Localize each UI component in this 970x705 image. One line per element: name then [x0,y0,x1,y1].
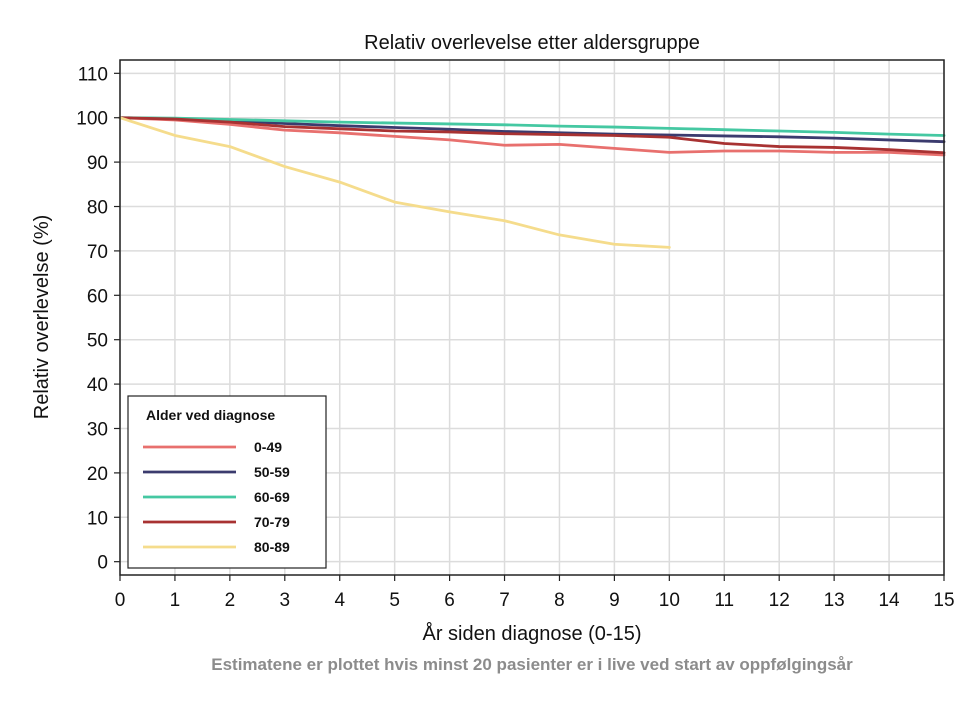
y-tick-label: 30 [87,419,108,440]
series-lines [118,116,946,249]
legend-label-80-89: 80-89 [254,539,290,555]
legend-label-60-69: 60-69 [254,489,290,505]
y-axis-label: Relativ overlevelse (%) [31,215,53,420]
x-tick-label: 7 [499,590,510,611]
x-tick-label: 0 [115,590,126,611]
x-tick-label: 6 [444,590,455,611]
y-tick-label: 40 [87,375,108,396]
legend-title: Alder ved diagnose [146,407,275,423]
x-tick-label: 12 [769,590,790,611]
series-line-50-59 [118,116,946,144]
x-tick-label: 11 [714,590,734,611]
y-tick-label: 80 [87,198,108,219]
y-tick-label: 10 [87,508,108,529]
series-line-70-79 [118,116,946,155]
footnote: Estimatene er plottet hvis minst 20 pasi… [211,655,853,674]
x-tick-label: 13 [824,590,845,611]
legend-label-50-59: 50-59 [254,464,290,480]
x-tick-label: 2 [225,590,236,611]
legend-label-70-79: 70-79 [254,514,290,530]
x-tick-label: 5 [389,590,400,611]
x-tick-label: 15 [933,590,954,611]
series-line-60-69 [118,116,946,137]
y-tick-label: 50 [87,331,108,352]
x-tick-label: 4 [334,590,345,611]
chart-title: Relativ overlevelse etter aldersgruppe [364,32,700,54]
x-tick-label: 3 [280,590,291,611]
x-axis: 0 1 2 3 4 5 6 7 8 9 10 11 12 13 14 15 [115,575,955,611]
y-tick-label: 60 [87,286,108,307]
y-tick-label: 20 [87,464,108,485]
y-tick-label: 110 [78,64,108,85]
x-tick-label: 1 [170,590,181,611]
y-tick-label: 100 [76,109,108,130]
x-axis-label: År siden diagnose (0-15) [422,622,641,645]
series-line-80-89 [118,116,671,249]
x-tick-label: 14 [878,590,900,611]
y-tick-label: 0 [97,553,108,574]
plot-frame [119,59,945,576]
y-tick-label: 90 [87,153,108,174]
x-tick-label: 9 [609,590,620,611]
x-tick-label: 8 [554,590,565,611]
legend-label-0-49: 0-49 [254,439,282,455]
legend: Alder ved diagnose 0-49 50-59 60-69 70-79 80… [127,395,327,569]
series-line-0-49 [118,116,946,157]
x-tick-label: 10 [659,590,680,611]
y-tick-label: 70 [87,242,108,263]
legend-box [127,395,327,569]
y-axis: 0 10 20 30 40 50 60 70 80 90 100 110 [76,64,120,574]
